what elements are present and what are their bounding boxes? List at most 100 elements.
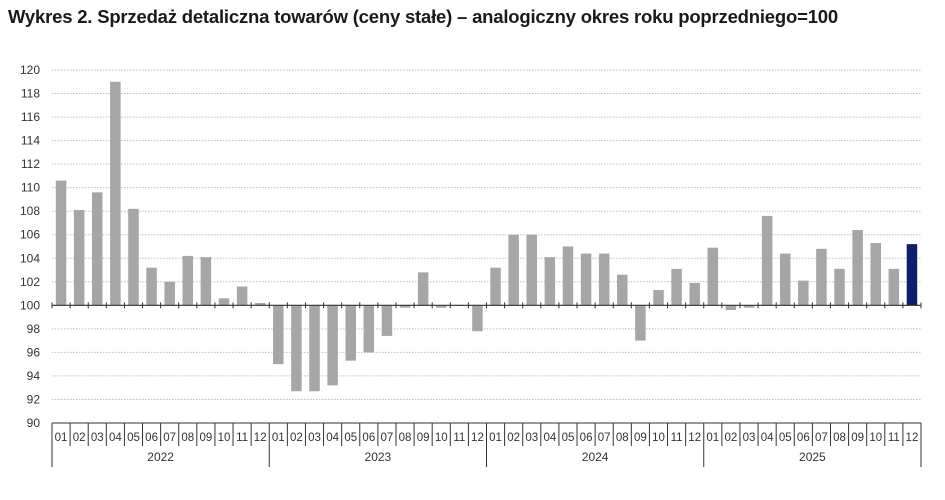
bar xyxy=(526,234,538,306)
bar xyxy=(381,305,393,336)
month-label: 11 xyxy=(236,432,248,444)
bar xyxy=(834,268,845,306)
y-tick-label: 102 xyxy=(20,275,40,289)
bar xyxy=(490,267,501,306)
month-label: 05 xyxy=(127,432,140,444)
month-label: 03 xyxy=(743,432,756,444)
bar xyxy=(182,255,194,306)
bar xyxy=(417,272,429,306)
bar xyxy=(689,282,700,306)
month-label: 12 xyxy=(688,432,701,444)
y-tick-label: 120 xyxy=(20,63,40,77)
y-tick-label: 112 xyxy=(21,157,40,171)
year-label: 2025 xyxy=(799,450,826,464)
bar xyxy=(218,298,230,306)
month-label: 04 xyxy=(109,432,122,444)
bar xyxy=(327,305,338,386)
bar xyxy=(562,246,574,306)
bar xyxy=(798,280,809,306)
bar xyxy=(725,305,737,311)
month-label: 11 xyxy=(453,432,465,444)
month-label: 11 xyxy=(888,432,900,444)
y-tick-label: 96 xyxy=(27,345,41,359)
bar xyxy=(128,208,139,306)
y-tick-label: 92 xyxy=(27,392,41,406)
chart-title: Wykres 2. Sprzedaż detaliczna towarów (c… xyxy=(8,6,838,27)
bar xyxy=(345,305,356,361)
bar xyxy=(635,305,646,341)
y-tick-label: 104 xyxy=(20,251,40,265)
bar xyxy=(200,257,212,306)
bar xyxy=(816,248,827,306)
month-label: 10 xyxy=(652,432,665,444)
y-tick-label: 108 xyxy=(20,204,40,218)
bar xyxy=(363,305,375,353)
month-label: 08 xyxy=(616,432,629,444)
month-label: 03 xyxy=(525,432,538,444)
month-label: 12 xyxy=(906,432,919,444)
bar xyxy=(852,230,863,306)
month-label: 08 xyxy=(833,432,846,444)
month-label: 06 xyxy=(145,432,158,444)
month-label: 09 xyxy=(634,432,647,444)
bar xyxy=(146,267,157,306)
month-label: 04 xyxy=(761,432,774,444)
bar xyxy=(55,180,67,306)
bar xyxy=(508,234,519,306)
month-label: 12 xyxy=(471,432,484,444)
bar xyxy=(254,302,266,306)
month-label: 12 xyxy=(254,432,267,444)
month-label: 04 xyxy=(543,432,556,444)
bar xyxy=(617,274,628,306)
bar xyxy=(598,253,610,306)
month-label: 09 xyxy=(851,432,864,444)
month-label: 04 xyxy=(326,432,339,444)
y-tick-label: 94 xyxy=(27,369,41,383)
y-tick-label: 100 xyxy=(20,298,40,312)
y-tick-label: 114 xyxy=(21,134,40,148)
month-label: 10 xyxy=(869,432,882,444)
month-label: 02 xyxy=(507,432,520,444)
month-label: 09 xyxy=(417,432,430,444)
month-label: 07 xyxy=(163,432,176,444)
bar xyxy=(671,268,682,306)
bar xyxy=(110,81,121,306)
month-label: 05 xyxy=(562,432,575,444)
month-label: 08 xyxy=(399,432,412,444)
month-label: 01 xyxy=(55,432,68,444)
month-label: 10 xyxy=(435,432,448,444)
month-label: 01 xyxy=(706,432,719,444)
month-label: 05 xyxy=(779,432,792,444)
y-tick-label: 110 xyxy=(21,181,40,195)
bar xyxy=(472,305,483,332)
bar xyxy=(653,290,664,306)
bar xyxy=(435,305,447,308)
month-label: 03 xyxy=(308,432,321,444)
y-tick-label: 106 xyxy=(20,228,40,242)
year-label: 2023 xyxy=(365,450,392,464)
bar xyxy=(544,257,556,306)
bar xyxy=(309,305,320,392)
month-label: 02 xyxy=(290,432,303,444)
month-label: 03 xyxy=(91,432,104,444)
bar xyxy=(906,244,918,306)
month-label: 08 xyxy=(181,432,194,444)
month-label: 06 xyxy=(362,432,375,444)
y-tick-label: 118 xyxy=(21,87,40,101)
bar xyxy=(273,305,284,365)
bar xyxy=(888,268,900,306)
month-label: 02 xyxy=(73,432,86,444)
bar xyxy=(779,253,791,306)
month-label: 01 xyxy=(489,432,502,444)
bar xyxy=(164,281,175,306)
bar xyxy=(92,192,103,306)
y-tick-label: 98 xyxy=(27,322,41,336)
bar xyxy=(743,305,755,308)
month-label: 06 xyxy=(580,432,593,444)
bar xyxy=(707,247,719,306)
bar xyxy=(580,253,592,306)
month-label: 07 xyxy=(598,432,611,444)
month-label: 11 xyxy=(671,432,683,444)
bar xyxy=(870,242,881,306)
